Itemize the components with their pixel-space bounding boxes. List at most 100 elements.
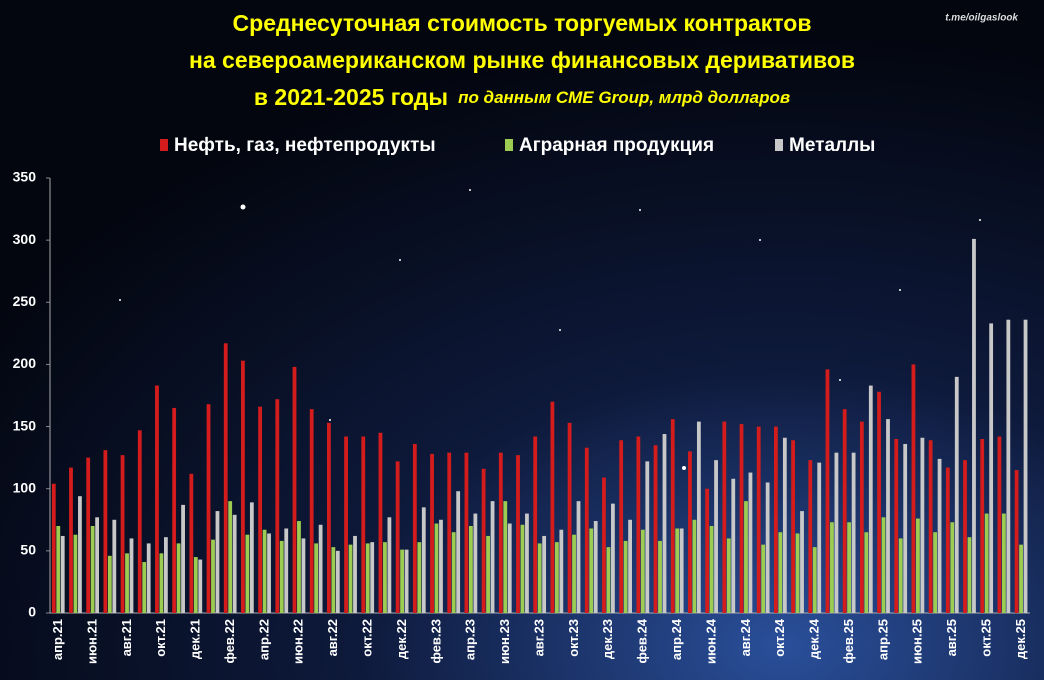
bar (773, 426, 778, 613)
bar (172, 407, 177, 613)
bar (181, 504, 185, 613)
bar (314, 543, 319, 613)
y-tick-label: 100 (13, 479, 37, 495)
bar (262, 529, 267, 613)
bar (215, 511, 220, 613)
bar (275, 399, 280, 613)
bar (198, 559, 203, 613)
bar (812, 547, 817, 613)
bar (361, 436, 366, 613)
bar (498, 452, 503, 613)
bar (744, 501, 748, 613)
bar (129, 538, 134, 613)
bar (967, 537, 972, 613)
bar (520, 524, 525, 613)
bar (383, 542, 387, 613)
bar (503, 501, 508, 613)
bar (765, 482, 770, 613)
bar (537, 543, 542, 613)
x-tick-label: окт.23 (566, 619, 581, 657)
x-tick-label: авг.22 (325, 619, 340, 656)
bar (51, 483, 56, 613)
bar (688, 451, 692, 613)
bar (748, 472, 753, 613)
bar (417, 542, 422, 613)
source: t.me/oilgaslook (945, 13, 1018, 24)
bar (60, 535, 65, 613)
x-tick-label: фев.22 (222, 619, 237, 664)
bar (245, 534, 250, 613)
x-tick-label: дек.23 (600, 619, 615, 659)
bar (1014, 470, 1019, 613)
bar (877, 391, 881, 613)
x-tick-label: авг.23 (531, 619, 546, 656)
y-tick-label: 250 (13, 293, 37, 309)
bar (859, 421, 864, 613)
x-tick-label: авг.21 (119, 619, 134, 656)
bar (692, 519, 697, 613)
bar (606, 547, 611, 613)
bar (365, 543, 370, 613)
bar (911, 364, 916, 613)
bar (370, 542, 375, 613)
bar (567, 422, 572, 613)
bar (464, 452, 469, 613)
bar (808, 460, 813, 613)
x-tick-label: июн.25 (910, 619, 925, 664)
bar (107, 555, 112, 613)
x-tick-label: дек.22 (394, 619, 409, 659)
bar (267, 533, 271, 613)
bar (554, 542, 559, 613)
x-tick-label: дек.24 (807, 618, 822, 659)
bar (211, 539, 215, 613)
bar (628, 519, 632, 613)
bar (258, 406, 263, 613)
title-line: на североамериканском рынке финансовых д… (189, 47, 855, 73)
bar (284, 528, 289, 613)
bar (550, 401, 555, 613)
bar (344, 436, 348, 613)
title-line: в 2021-2025 годы (254, 84, 448, 110)
bar (868, 385, 873, 613)
title-line: Среднесуточная стоимость торгуемых контр… (233, 10, 812, 36)
bar (739, 424, 744, 613)
bar (525, 513, 529, 613)
bar (795, 533, 800, 613)
x-tick-label: окт.22 (360, 619, 375, 657)
bar (326, 422, 331, 613)
bar (331, 547, 336, 613)
bar (90, 526, 95, 613)
bar (279, 540, 284, 613)
bar (864, 532, 869, 613)
bar (670, 419, 675, 613)
bar (297, 521, 301, 613)
bar (395, 461, 400, 613)
bar (886, 419, 890, 613)
x-tick-label: апр.24 (669, 618, 684, 660)
bar (56, 526, 61, 613)
x-tick-label: дек.21 (188, 619, 203, 659)
bar (611, 503, 615, 613)
bar (69, 467, 73, 613)
bar (439, 519, 443, 613)
bar (241, 360, 245, 613)
bar (675, 528, 680, 613)
bar (490, 501, 495, 613)
bar (696, 421, 701, 613)
bar (756, 426, 761, 613)
y-tick-label: 200 (13, 355, 37, 371)
x-tick-label: июн.22 (291, 619, 306, 664)
bar (593, 521, 598, 613)
bar (206, 404, 211, 613)
bar (903, 443, 908, 613)
x-tick-label: фев.23 (428, 619, 443, 664)
bar (353, 535, 357, 613)
bar (722, 421, 727, 613)
bar (972, 238, 976, 613)
bar (834, 452, 839, 613)
bar (761, 544, 766, 613)
bar (589, 528, 594, 613)
bar (533, 436, 538, 613)
bar (507, 523, 512, 613)
x-tick-label: окт.24 (772, 618, 787, 657)
